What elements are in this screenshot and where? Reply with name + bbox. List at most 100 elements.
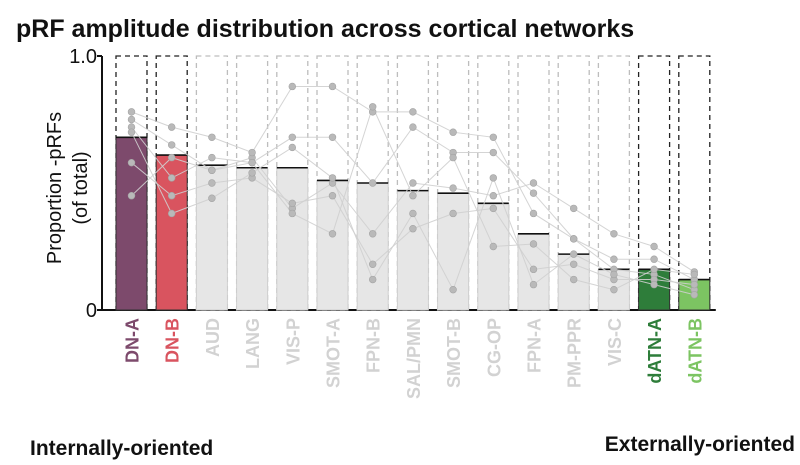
category-label: SAL/PMN (404, 318, 424, 399)
data-point (288, 199, 296, 208)
data-point (208, 166, 216, 175)
data-point (489, 148, 497, 157)
data-point (409, 108, 417, 116)
data-point (369, 260, 377, 268)
data-point (569, 235, 578, 243)
plot-area: 0 1.0 DN-A DN-B AUD LANG VIS-P SMOT-A FPN-B SAL/P… (69, 46, 716, 399)
y-axis-label-line2: (of total) (70, 151, 92, 224)
category-label: FPN-B (364, 318, 384, 373)
data-point (208, 133, 216, 141)
category-label: dATN-B (685, 318, 705, 384)
category-label: DN-B (163, 318, 183, 363)
data-point (449, 128, 457, 136)
data-point (489, 204, 497, 213)
data-point (288, 133, 296, 141)
data-point (650, 242, 658, 251)
data-point (610, 285, 618, 294)
data-point (288, 82, 296, 91)
data-point (409, 179, 417, 187)
data-point (529, 189, 538, 197)
category-label: CG-OP (484, 318, 504, 377)
data-point (168, 141, 176, 149)
data-point (569, 260, 578, 268)
data-point (489, 133, 497, 141)
category-label: AUD (203, 318, 223, 357)
data-point (328, 133, 337, 141)
data-point (127, 192, 136, 200)
data-point (127, 158, 136, 167)
data-point (650, 265, 658, 274)
data-point (409, 225, 417, 233)
data-point (127, 128, 136, 136)
y-tick-label: 1.0 (69, 46, 97, 68)
data-point (168, 123, 176, 131)
data-point (168, 174, 176, 182)
data-point (208, 153, 216, 162)
data-point (248, 169, 256, 177)
category-label: dATN-A (645, 318, 665, 384)
data-point (288, 209, 296, 218)
category-label: VIS-P (283, 318, 303, 365)
data-point (489, 242, 497, 251)
data-point (569, 250, 578, 258)
category-label: SMOT-B (444, 318, 464, 388)
data-point (690, 280, 698, 289)
category-label: SMOT-A (324, 318, 344, 388)
data-point (610, 255, 618, 263)
category-label: VIS-C (605, 318, 625, 366)
data-point (369, 230, 377, 238)
data-point (610, 270, 618, 279)
category-label: PM-PPR (565, 318, 585, 388)
data-point (248, 158, 256, 167)
data-point (610, 230, 618, 238)
data-point (328, 174, 337, 182)
data-point (168, 153, 176, 162)
data-point (208, 179, 216, 187)
data-point (168, 209, 176, 218)
data-point (650, 280, 658, 289)
data-point (208, 194, 216, 202)
externally-oriented-label: Externally-oriented (605, 433, 795, 456)
data-point (529, 240, 538, 248)
data-point (449, 184, 457, 192)
data-point (127, 108, 136, 116)
category-label: FPN-A (525, 318, 545, 373)
data-point (529, 280, 538, 289)
data-point (328, 82, 337, 91)
bar (477, 202, 510, 311)
data-point (127, 115, 136, 124)
data-point (690, 291, 698, 299)
bar (276, 167, 309, 311)
chart-title: pRF amplitude distribution across cortic… (16, 15, 634, 43)
data-point (288, 143, 296, 152)
data-point (369, 179, 377, 187)
internally-oriented-label: Internally-oriented (30, 437, 213, 460)
data-point (489, 192, 497, 200)
data-point (529, 179, 538, 187)
y-axis-label-line1: Proportion -pRFs (44, 112, 66, 264)
data-point (529, 209, 538, 218)
data-point (449, 285, 457, 294)
data-point (449, 209, 457, 218)
data-point (409, 123, 417, 131)
y-axis-label: Proportion -pRFs (of total) (44, 112, 92, 264)
bar (396, 190, 429, 311)
y-tick-label: 0 (86, 300, 97, 322)
data-point (328, 230, 337, 238)
data-point (369, 275, 377, 284)
data-point (569, 275, 578, 284)
data-point (248, 148, 256, 157)
bar (236, 167, 269, 311)
category-label: LANG (243, 318, 263, 369)
data-point (409, 209, 417, 218)
data-point (489, 174, 497, 182)
data-point (409, 192, 417, 200)
data-point (569, 204, 578, 213)
data-point (328, 192, 337, 200)
data-point (650, 255, 658, 263)
data-point (369, 103, 377, 111)
data-point (529, 265, 538, 274)
data-point (168, 192, 176, 200)
category-label: DN-A (123, 318, 143, 363)
